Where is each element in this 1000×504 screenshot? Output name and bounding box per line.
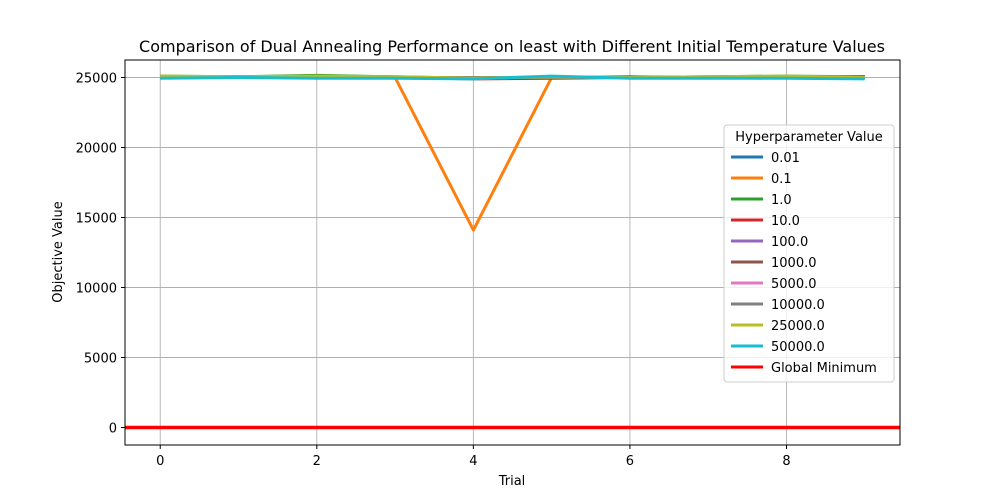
x-axis-label: Trial (498, 474, 526, 489)
legend-entry-label: 10.0 (771, 214, 800, 229)
series-lines (160, 73, 865, 232)
legend-entry-label: Global Minimum (771, 361, 877, 376)
legend-entry-label: 1.0 (771, 193, 792, 208)
y-tick-label: 15000 (76, 212, 117, 227)
x-tick-label: 2 (313, 454, 321, 469)
legend-box (723, 124, 895, 383)
legend-entry-label: 0.01 (771, 151, 800, 166)
legend-entry-label: 0.1 (771, 172, 792, 187)
chart-title: Comparison of Dual Annealing Performance… (139, 37, 885, 56)
legend-entry-label: 1000.0 (771, 256, 817, 271)
y-tick-label: 0 (109, 422, 117, 437)
legend-entry-label: 10000.0 (771, 298, 825, 313)
legend-entry-label: 5000.0 (771, 277, 817, 292)
legend-entry-label: 50000.0 (771, 340, 825, 355)
legend-title: Hyperparameter Value (735, 130, 883, 145)
x-tick-label: 4 (469, 454, 477, 469)
plot-frame (124, 59, 901, 446)
y-tick-label: 10000 (76, 282, 117, 297)
y-tick-label: 5000 (84, 352, 117, 367)
y-tick-label: 20000 (76, 142, 117, 157)
y-axis-label: Objective Value (51, 201, 66, 302)
series-line-50000-0 (160, 74, 865, 81)
x-tick-label: 0 (156, 454, 164, 469)
x-tick-label: 6 (626, 454, 634, 469)
legend-entry-label: 100.0 (771, 235, 808, 250)
legend-entry-label: 25000.0 (771, 319, 825, 334)
y-tick-label: 25000 (76, 72, 117, 87)
x-tick-label: 8 (782, 454, 790, 469)
legend: Hyperparameter Value 0.01 0.1 1.0 10.0 100.0… (723, 124, 895, 383)
axis-ticks: 0 2 4 6 8 0 5000 10000 15000 20000 25000 (76, 72, 791, 470)
